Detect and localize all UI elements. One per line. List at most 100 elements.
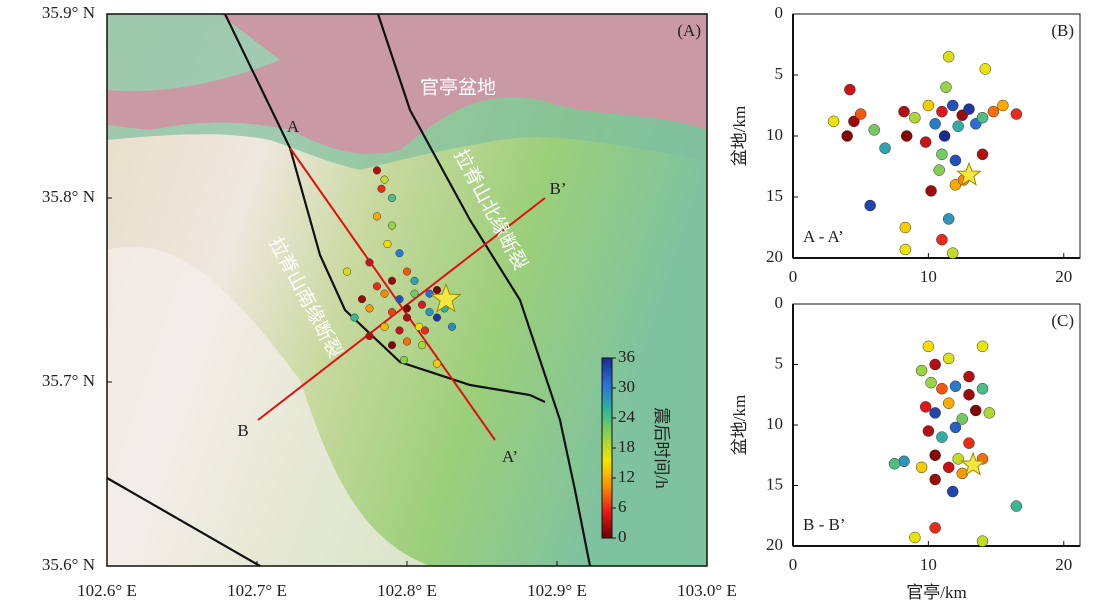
event-point <box>433 286 441 294</box>
event-point <box>934 165 945 176</box>
plot-frame <box>793 304 1080 546</box>
event-point <box>997 100 1008 111</box>
colorbar-tick-label: 0 <box>618 527 627 546</box>
points <box>828 51 1022 258</box>
y-tick-label: 0 <box>775 3 784 22</box>
y-tick-label: 35.8° N <box>42 187 95 206</box>
event-point <box>984 407 995 418</box>
event-point <box>403 338 411 346</box>
event-point <box>930 359 941 370</box>
x-tick-label: 10 <box>920 555 937 574</box>
event-point <box>936 383 947 394</box>
event-point <box>384 240 392 248</box>
y-tick-label: 15 <box>766 474 783 493</box>
event-point <box>844 84 855 95</box>
event-point <box>343 268 351 276</box>
event-point <box>936 234 947 245</box>
event-point <box>842 131 853 142</box>
basin-label: 官亭盆地 <box>420 77 496 99</box>
event-point <box>930 474 941 485</box>
profile-label: B’ <box>550 179 567 198</box>
event-point <box>947 486 958 497</box>
event-point <box>381 176 389 184</box>
event-point <box>923 100 934 111</box>
event-point <box>916 462 927 473</box>
event-point <box>943 398 954 409</box>
panel-title: (B) <box>1051 21 1074 40</box>
event-point <box>396 327 404 335</box>
y-tick-label: 0 <box>775 293 784 312</box>
profile-label: B <box>237 421 248 440</box>
event-point <box>920 401 931 412</box>
y-tick-label: 35.7° N <box>42 371 95 390</box>
event-point <box>930 118 941 129</box>
points <box>889 341 1022 547</box>
event-point <box>963 104 974 115</box>
plot-frame <box>793 14 1080 258</box>
figure: A A’ B B’ 官亭盆地 拉脊山北缘断裂 拉脊山南缘断裂 102.6° E1… <box>0 0 1094 611</box>
event-point <box>400 356 408 364</box>
event-point <box>433 360 441 368</box>
event-point <box>939 131 950 142</box>
event-point <box>388 222 396 230</box>
event-point <box>418 341 426 349</box>
colorbar-tick-label: 12 <box>618 467 635 486</box>
y-tick-label: 20 <box>766 247 783 266</box>
y-tick-label: 35.9° N <box>42 3 95 22</box>
event-point <box>980 63 991 74</box>
profile-name: B - B’ <box>803 515 846 534</box>
event-point <box>970 405 981 416</box>
event-point <box>943 462 954 473</box>
event-point <box>963 389 974 400</box>
event-point <box>953 121 964 132</box>
event-point <box>943 51 954 62</box>
event-point <box>373 167 381 175</box>
y-tick-label: 10 <box>766 414 783 433</box>
event-point <box>388 194 396 202</box>
event-point <box>940 82 951 93</box>
event-point <box>396 295 404 303</box>
event-point <box>869 124 880 135</box>
y-tick-label: 5 <box>775 64 784 83</box>
event-point <box>977 341 988 352</box>
panel-title: (A) <box>677 21 701 40</box>
colorbar-tick-label: 36 <box>618 347 635 366</box>
colorbar <box>602 358 612 538</box>
event-point <box>963 371 974 382</box>
colorbar-tick-label: 18 <box>618 437 635 456</box>
event-point <box>909 112 920 123</box>
x-tick-label: 103.0° E <box>677 581 737 600</box>
event-point <box>828 116 839 127</box>
event-point <box>920 137 931 148</box>
event-point <box>418 301 426 309</box>
event-point <box>378 185 386 193</box>
event-point <box>855 109 866 120</box>
event-point <box>977 536 988 547</box>
event-point <box>403 305 411 313</box>
x-tick-label: 102.8° E <box>377 581 437 600</box>
event-point <box>448 323 456 331</box>
event-point <box>943 213 954 224</box>
event-point <box>889 458 900 469</box>
event-point <box>1011 109 1022 120</box>
y-tick-label: 5 <box>775 353 784 372</box>
x-tick-label: 102.9° E <box>527 581 587 600</box>
event-point <box>943 353 954 364</box>
event-point <box>373 213 381 221</box>
event-point <box>426 308 434 316</box>
event-point <box>936 106 947 117</box>
event-point <box>926 185 937 196</box>
x-tick-label: 20 <box>1055 555 1072 574</box>
event-point <box>403 268 411 276</box>
page: A A’ B B’ 官亭盆地 拉脊山北缘断裂 拉脊山南缘断裂 102.6° E1… <box>0 0 1094 616</box>
event-point <box>977 149 988 160</box>
event-point <box>936 432 947 443</box>
event-point <box>900 244 911 255</box>
y-axis-label: 盆地/km <box>730 395 749 455</box>
event-point <box>923 426 934 437</box>
event-point <box>977 112 988 123</box>
event-point <box>930 407 941 418</box>
y-axis-label: 盆地/km <box>730 106 749 166</box>
event-point <box>950 381 961 392</box>
colorbar-tick-label: 6 <box>618 497 627 516</box>
